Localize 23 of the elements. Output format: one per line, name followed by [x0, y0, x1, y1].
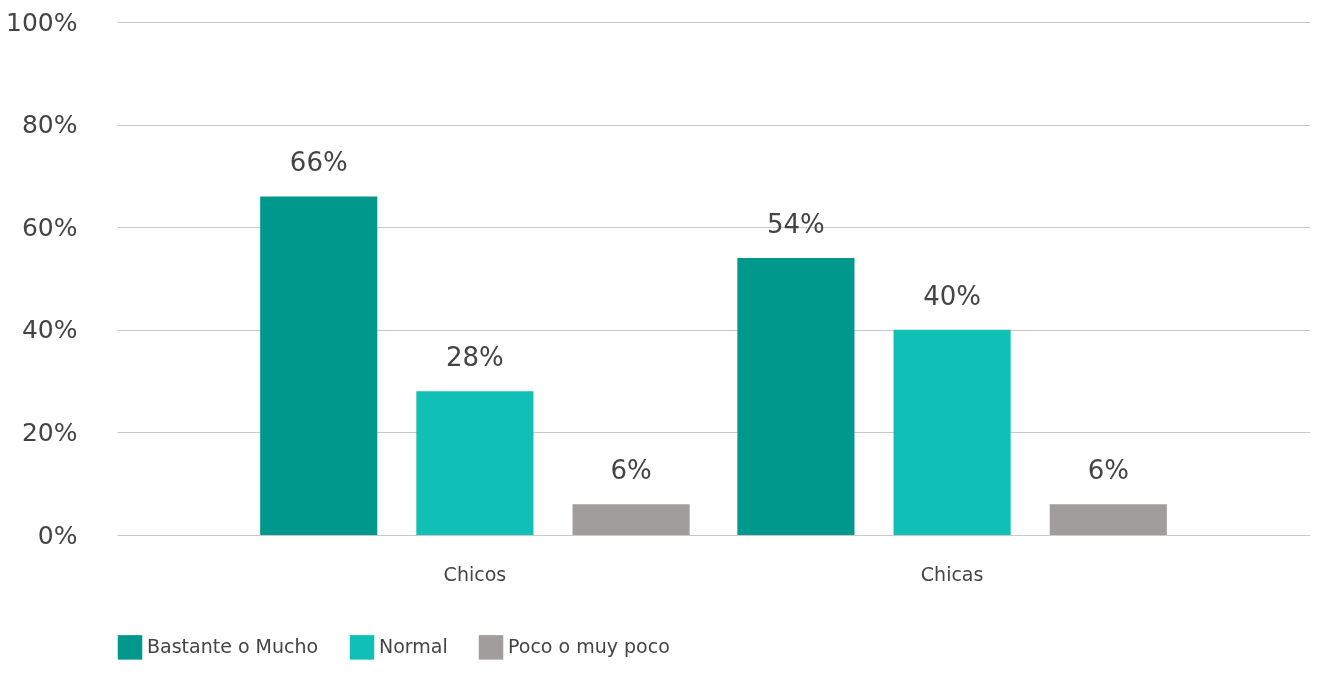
bar	[416, 391, 534, 535]
y-tick-label: 40%	[21, 315, 78, 345]
legend-label: Bastante o Mucho	[147, 635, 319, 658]
legend-label: Normal	[379, 635, 448, 658]
y-tick-label: 80%	[21, 110, 78, 140]
y-tick-label: 100%	[6, 7, 78, 37]
data-label: 28%	[446, 342, 504, 373]
data-label: 40%	[923, 280, 981, 311]
y-tick-label: 60%	[21, 212, 78, 242]
data-label: 6%	[1087, 455, 1129, 486]
bar	[260, 196, 378, 535]
y-tick-label: 0%	[37, 520, 78, 550]
y-tick-label: 20%	[21, 417, 78, 447]
bar	[893, 329, 1011, 535]
legend-label: Poco o muy poco	[508, 635, 670, 658]
x-tick-label: Chicos	[443, 562, 507, 585]
bar	[572, 504, 690, 535]
bar	[737, 257, 855, 535]
data-label: 66%	[289, 147, 348, 178]
data-label: 6%	[610, 455, 652, 486]
bar	[1049, 504, 1167, 535]
data-label: 54%	[767, 208, 825, 239]
x-tick-label: Chicas	[920, 562, 984, 585]
